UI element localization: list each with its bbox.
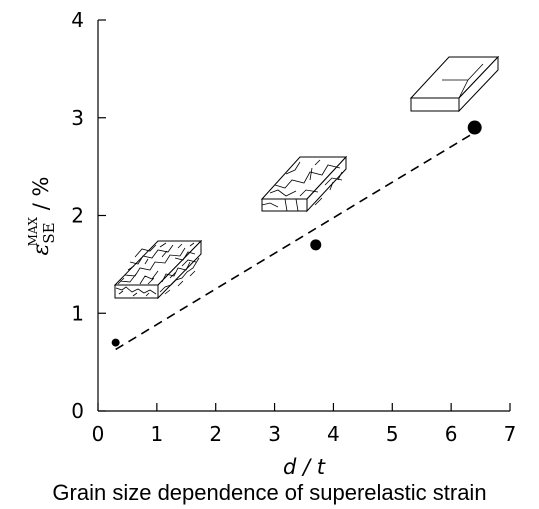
y-ticks bbox=[98, 19, 106, 412]
trend-line bbox=[115, 131, 476, 351]
y-axis-label: εSEMAX / % bbox=[26, 177, 58, 256]
y-tick-label: 2 bbox=[71, 204, 84, 228]
y-tick-label: 3 bbox=[71, 106, 84, 130]
y-tick-label: 1 bbox=[71, 301, 84, 325]
x-tick-label: 7 bbox=[504, 422, 517, 446]
data-point bbox=[310, 239, 322, 251]
fine-grain-illustration bbox=[113, 239, 203, 300]
coarse-grain-illustration bbox=[409, 55, 500, 113]
x-tick-label: 4 bbox=[327, 422, 340, 446]
y-axis-subscript: SE bbox=[40, 222, 58, 243]
data-point bbox=[111, 338, 120, 347]
y-axis-unit: / % bbox=[29, 177, 53, 217]
y-tick-label: 0 bbox=[71, 399, 84, 423]
y-axis-symbol: ε bbox=[29, 244, 54, 256]
x-tick-label: 5 bbox=[386, 422, 399, 446]
x-axis-label: d / t bbox=[283, 455, 326, 479]
y-tick-labels: 0 1 2 3 4 bbox=[71, 8, 84, 423]
medium-grain-illustration bbox=[260, 155, 348, 213]
x-tick-label: 1 bbox=[150, 422, 163, 446]
x-tick-labels: 0 1 2 3 4 5 6 7 bbox=[92, 422, 517, 446]
y-axis-superscript: MAX bbox=[26, 216, 40, 246]
svg-text:εSEMAX / %: εSEMAX / % bbox=[26, 177, 58, 256]
x-tick-label: 2 bbox=[209, 422, 222, 446]
x-ticks bbox=[97, 403, 511, 411]
chart: 0 1 2 3 4 5 6 7 0 1 2 3 4 d / t εSEMAX / % bbox=[26, 8, 517, 479]
data-points bbox=[111, 120, 482, 347]
y-tick-label: 4 bbox=[71, 8, 84, 32]
data-point bbox=[467, 120, 482, 135]
figure-caption: Grain size dependence of superelastic st… bbox=[52, 480, 487, 505]
x-tick-label: 0 bbox=[92, 422, 105, 446]
x-tick-label: 3 bbox=[268, 422, 281, 446]
x-tick-label: 6 bbox=[445, 422, 458, 446]
